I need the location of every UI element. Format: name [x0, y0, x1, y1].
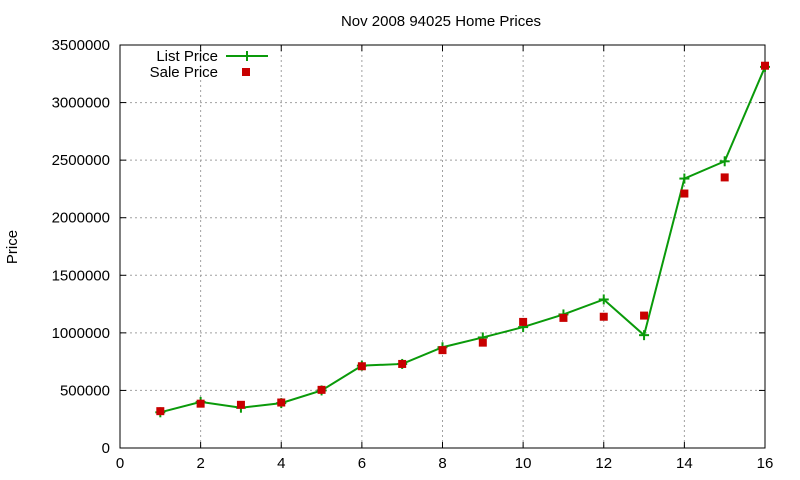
sale-price-point [680, 189, 689, 198]
y-tick-label: 2000000 [52, 210, 110, 227]
y-tick-label: 3500000 [52, 37, 110, 54]
axis-ticks: 0 2 4 6 8 10 12 14 16 0 500000 1000000 1500000 200000… [52, 37, 774, 472]
series-sale-price [156, 61, 769, 416]
x-tick-label: 12 [595, 455, 612, 472]
sale-price-point [357, 362, 366, 371]
y-tick-label: 3000000 [52, 95, 110, 112]
legend-plus-marker [242, 51, 252, 61]
list-price-point [598, 294, 609, 305]
y-tick-label: 500000 [60, 382, 110, 399]
y-axis-label: Price [4, 230, 21, 264]
sale-price-point [398, 359, 407, 368]
grid-lines [120, 45, 765, 448]
sale-price-point [156, 407, 165, 416]
y-tick-label: 0 [102, 440, 110, 457]
sale-price-point [196, 399, 205, 408]
legend-label: Sale Price [150, 64, 218, 81]
legend-label: List Price [156, 48, 218, 65]
sale-price-point [640, 311, 649, 320]
y-tick-label: 2500000 [52, 152, 110, 169]
data-series [155, 61, 770, 418]
sale-price-point [236, 400, 245, 409]
sale-price-point [438, 346, 447, 355]
chart-title: Nov 2008 94025 Home Prices [341, 13, 541, 30]
y-tick-label: 1500000 [52, 267, 110, 284]
x-tick-label: 0 [116, 455, 124, 472]
x-tick-label: 2 [196, 455, 204, 472]
sale-price-point [519, 317, 528, 326]
legend-square-marker [242, 68, 250, 76]
list-price-point [679, 173, 690, 184]
y-tick-label: 1000000 [52, 325, 110, 342]
sale-price-point [478, 338, 487, 347]
x-tick-label: 4 [277, 455, 285, 472]
sale-price-point [559, 313, 568, 322]
x-tick-label: 14 [676, 455, 693, 472]
sale-price-point [317, 385, 326, 394]
list-price-line [160, 66, 766, 414]
x-tick-label: 8 [438, 455, 446, 472]
x-tick-label: 16 [757, 455, 774, 472]
sale-price-point [720, 173, 729, 182]
list-price-point [719, 156, 730, 167]
sale-price-point [761, 61, 769, 70]
x-tick-label: 6 [358, 455, 366, 472]
x-tick-label: 10 [515, 455, 532, 472]
sale-price-point [599, 312, 608, 321]
series-list-price [155, 61, 770, 418]
sale-price-point [277, 398, 286, 407]
list-price-point [639, 330, 650, 341]
